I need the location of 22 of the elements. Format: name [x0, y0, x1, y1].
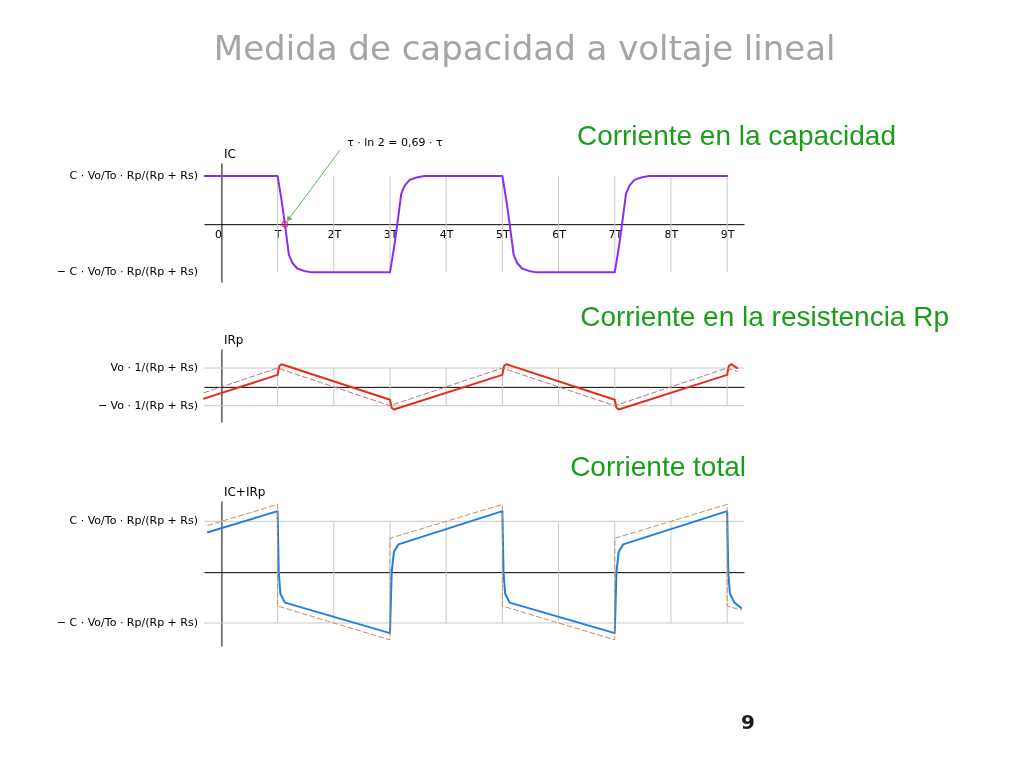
- x-tick-label: T: [273, 227, 282, 241]
- x-tick-label: 9T: [720, 227, 735, 241]
- chart-subtitle: Corriente en la capacidad: [576, 120, 896, 152]
- y-axis-title: IC+IRp: [223, 484, 266, 499]
- x-tick-label: 8T: [664, 227, 679, 241]
- chart-title: Corriente en la resistencia Rp: [580, 301, 949, 332]
- ref-line-label: − C · Vo/To · Rp/(Rp + Rs): [56, 615, 198, 629]
- text: C · Vo/To · Rp/(Rp + Rs): [69, 169, 198, 183]
- text: − C · Vo/To · Rp/(Rp + Rs): [56, 265, 198, 279]
- x-tick-label: 2T: [327, 227, 342, 241]
- ref-line-label: C · Vo/To · Rp/(Rp + Rs): [69, 514, 198, 528]
- text: 9: [741, 710, 755, 734]
- x-tick-label: 4T: [439, 227, 454, 241]
- x-tick-label: 5T: [496, 227, 511, 241]
- y-axis-title: IC: [223, 146, 236, 161]
- annotation: τ · ln 2 = 0,69 · τ: [347, 136, 444, 150]
- chart-title: Corriente total: [570, 451, 746, 482]
- chart-title: Medida de capacidad a voltaje lineal: [213, 28, 836, 69]
- ref-line-label: Vo · 1/(Rp + Rs): [110, 361, 198, 375]
- y-axis-title: IRp: [223, 332, 244, 347]
- ref-line-label: − Vo · 1/(Rp + Rs): [97, 398, 198, 412]
- x-tick-label: 6T: [552, 227, 567, 241]
